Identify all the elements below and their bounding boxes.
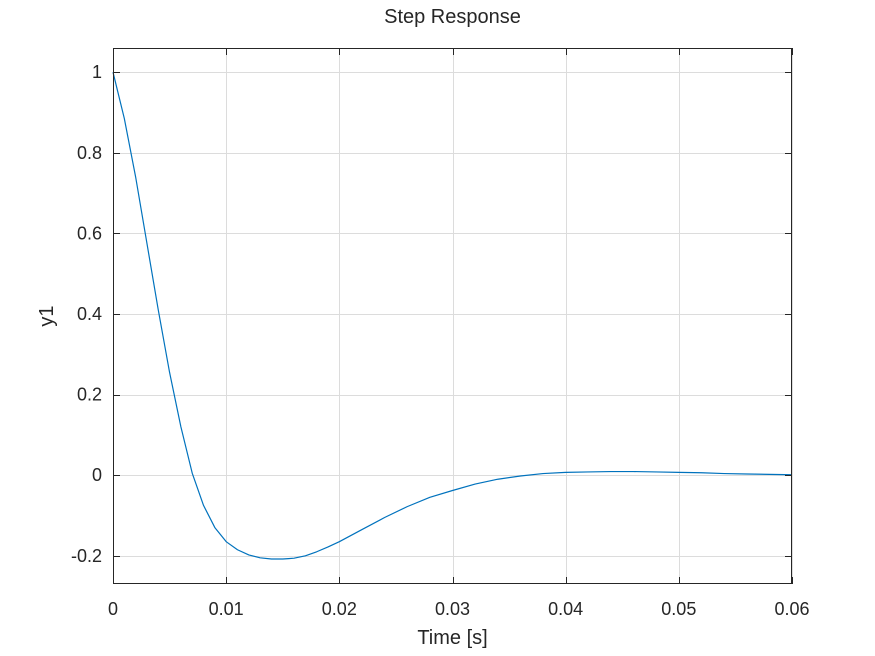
chart-title: Step Response [384,6,521,28]
x-tick-label: 0 [108,599,118,619]
x-tick-label: 0.02 [322,599,357,619]
series-layer [112,72,793,560]
x-tick-label: 0.03 [435,599,470,619]
y-tick-label: -0.2 [71,546,102,566]
x-axis-label: Time [s] [417,627,487,649]
x-tick-label: 0.06 [774,599,809,619]
y-tick-label: 0.6 [77,223,102,243]
tick-marks [113,48,793,584]
x-tick-label: 0.05 [661,599,696,619]
x-tick-label: 0.01 [209,599,244,619]
grid-lines [113,48,793,584]
x-tick-label: 0.04 [548,599,583,619]
y-tick-label: 0.4 [77,304,102,324]
plot-area [113,48,792,584]
plot-frame [113,48,792,584]
y-tick-labels: -0.2 0 0.2 0.4 0.6 0.8 1 [71,62,102,566]
y-tick-label: 1 [92,62,102,82]
series-line [112,72,793,560]
y-tick-label: 0.2 [77,385,102,405]
y-tick-label: 0 [92,465,102,485]
y-tick-label: 0.8 [77,143,102,163]
y-axis-label: y1 [36,305,58,326]
x-tick-labels: 0 0.01 0.02 0.03 0.04 0.05 0.06 [108,599,810,619]
